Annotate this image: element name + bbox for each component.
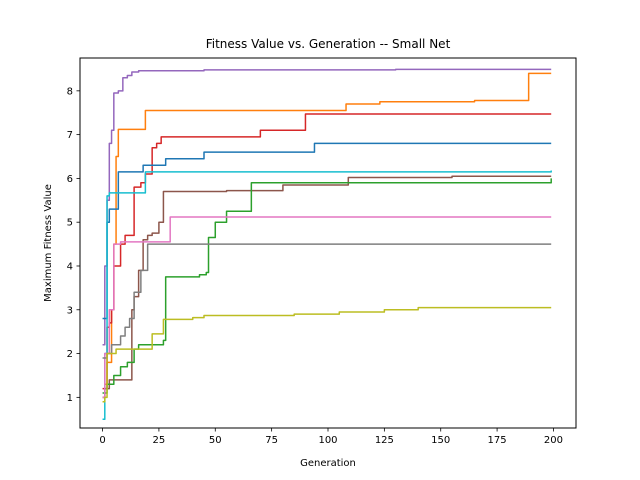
y-tick-label: 5 xyxy=(67,218,73,229)
series-line-6 xyxy=(102,175,552,399)
chart-title: Fitness Value vs. Generation -- Small Ne… xyxy=(206,37,451,51)
y-tick-label: 3 xyxy=(67,305,73,316)
y-axis-label: Maximum Fitness Value xyxy=(43,184,54,302)
x-tick-label: 25 xyxy=(153,435,166,446)
x-tick-label: 175 xyxy=(488,435,507,446)
x-tick-label: 100 xyxy=(318,435,337,446)
x-tick-label: 150 xyxy=(431,435,450,446)
y-tick-label: 1 xyxy=(67,393,73,404)
series-layer xyxy=(102,68,552,420)
y-tick-label: 8 xyxy=(67,86,73,97)
x-tick-label: 50 xyxy=(209,435,222,446)
series-line-10 xyxy=(102,306,552,403)
series-line-3 xyxy=(102,113,552,390)
y-tick-label: 7 xyxy=(67,130,73,141)
y-tick-label: 2 xyxy=(67,349,73,360)
x-tick-label: 0 xyxy=(99,435,105,446)
x-tick-label: 200 xyxy=(544,435,563,446)
y-tick-label: 4 xyxy=(67,261,73,272)
x-axis-label: Generation xyxy=(300,458,356,469)
x-axis-ticks: 0 25 50 75 100 125 150 175 200 xyxy=(99,428,563,446)
series-line-7 xyxy=(102,178,552,394)
series-line-9 xyxy=(102,243,552,359)
x-tick-label: 125 xyxy=(375,435,394,446)
series-line-5 xyxy=(102,170,552,420)
series-line-4 xyxy=(102,142,552,320)
y-axis-ticks: 1 2 3 4 5 6 7 8 xyxy=(67,86,80,404)
x-tick-label: 75 xyxy=(265,435,278,446)
y-tick-label: 6 xyxy=(67,174,73,185)
series-line-8 xyxy=(102,216,552,399)
